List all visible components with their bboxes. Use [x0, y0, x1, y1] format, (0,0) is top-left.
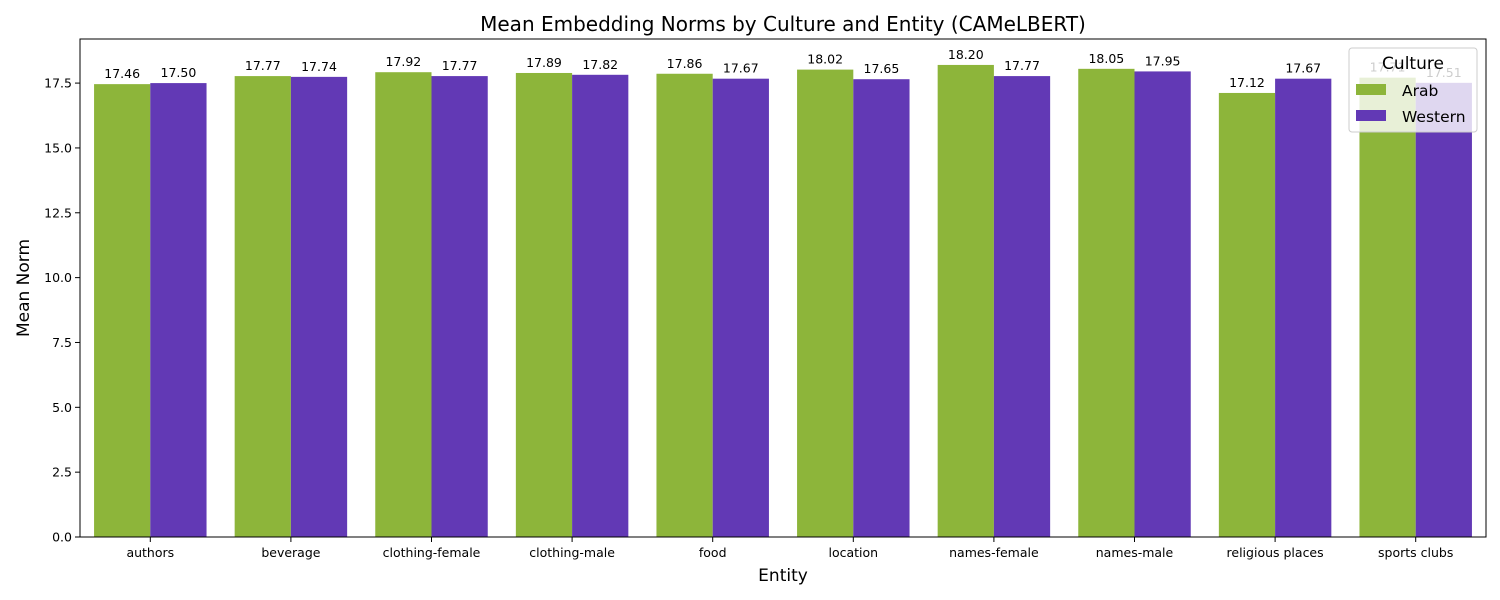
legend-title: Culture — [1382, 54, 1444, 74]
bar-value-label: 17.82 — [582, 57, 618, 72]
bar-arab-location — [797, 69, 854, 537]
bar-arab-sports-clubs — [1359, 77, 1416, 537]
bar-value-label: 18.02 — [807, 52, 843, 67]
bar-value-label: 17.86 — [667, 56, 703, 71]
legend-swatch-western — [1356, 110, 1386, 121]
bar-western-beverage — [290, 76, 348, 538]
bar-western-names-male — [1134, 71, 1191, 537]
bar-arab-food — [656, 73, 713, 537]
bar-value-label: 18.20 — [948, 47, 984, 62]
bar-western-clothing-female — [431, 76, 488, 537]
y-axis-ticks: 0.0 2.5 5.0 7.5 10.0 12.5 15.0 17.5 — [44, 76, 80, 545]
bar-arab-clothing-female — [375, 72, 432, 537]
bar-value-label: 17.77 — [1004, 58, 1040, 73]
bar-value-label: 17.65 — [864, 61, 900, 76]
legend: Culture Arab Western — [1348, 47, 1478, 133]
bar-value-label: 17.95 — [1145, 53, 1181, 68]
y-tick-label: 10.0 — [44, 270, 72, 285]
bar-western-religious-places — [1275, 78, 1332, 537]
bar-western-food — [712, 78, 769, 537]
y-tick-label: 17.5 — [44, 76, 72, 91]
bar-arab-names-male — [1078, 68, 1135, 537]
x-tick-label: location — [828, 545, 878, 560]
bar-western-location — [853, 79, 910, 537]
bars-group — [94, 64, 1472, 538]
chart-title: Mean Embedding Norms by Culture and Enti… — [480, 12, 1086, 36]
x-axis-ticks: authors beverage clothing-female clothing-m… — [126, 537, 1453, 560]
x-tick-label: authors — [126, 545, 174, 560]
bar-western-sports-clubs — [1415, 82, 1472, 537]
x-tick-label: religious places — [1227, 545, 1324, 560]
bar-value-label: 17.77 — [245, 58, 281, 73]
bar-value-label: 17.92 — [385, 54, 421, 69]
bar-value-label: 17.89 — [526, 55, 562, 70]
y-tick-label: 12.5 — [44, 205, 72, 220]
x-tick-label: sports clubs — [1378, 545, 1453, 560]
bar-value-label: 17.46 — [104, 66, 140, 81]
bar-western-authors — [150, 83, 207, 537]
bar-value-label: 17.12 — [1229, 75, 1265, 90]
bar-arab-religious-places — [1218, 92, 1276, 537]
bar-value-label: 17.67 — [1285, 61, 1321, 76]
x-tick-label: names-male — [1096, 545, 1174, 560]
legend-label-arab: Arab — [1402, 82, 1438, 100]
bar-western-clothing-male — [572, 74, 629, 537]
y-tick-label: 15.0 — [44, 140, 72, 155]
legend-swatch-arab — [1356, 84, 1386, 95]
x-axis-label: Entity — [758, 566, 808, 586]
bar-arab-beverage — [234, 76, 291, 537]
x-tick-label: names-female — [949, 545, 1039, 560]
y-tick-label: 5.0 — [52, 400, 72, 415]
bar-arab-clothing-male — [515, 72, 573, 538]
x-tick-label: clothing-female — [383, 545, 481, 560]
y-tick-label: 7.5 — [52, 335, 72, 350]
x-tick-label: clothing-male — [529, 545, 615, 560]
x-tick-label: food — [699, 545, 727, 560]
plot-frame — [79, 38, 1487, 538]
bar-arab-authors — [94, 84, 151, 537]
legend-label-western: Western — [1402, 108, 1466, 126]
bar-value-label: 17.74 — [301, 59, 337, 74]
bar-value-label: 17.50 — [161, 65, 197, 80]
bar-western-names-female — [993, 76, 1051, 537]
y-tick-label: 0.0 — [52, 530, 72, 545]
y-axis-label: Mean Norm — [14, 239, 34, 337]
bar-value-label: 17.77 — [442, 58, 478, 73]
y-tick-label: 2.5 — [52, 465, 72, 480]
bar-value-label: 17.67 — [723, 61, 759, 76]
x-tick-label: beverage — [261, 545, 320, 560]
bar-arab-names-female — [937, 64, 994, 537]
bar-value-label: 18.05 — [1088, 51, 1124, 66]
